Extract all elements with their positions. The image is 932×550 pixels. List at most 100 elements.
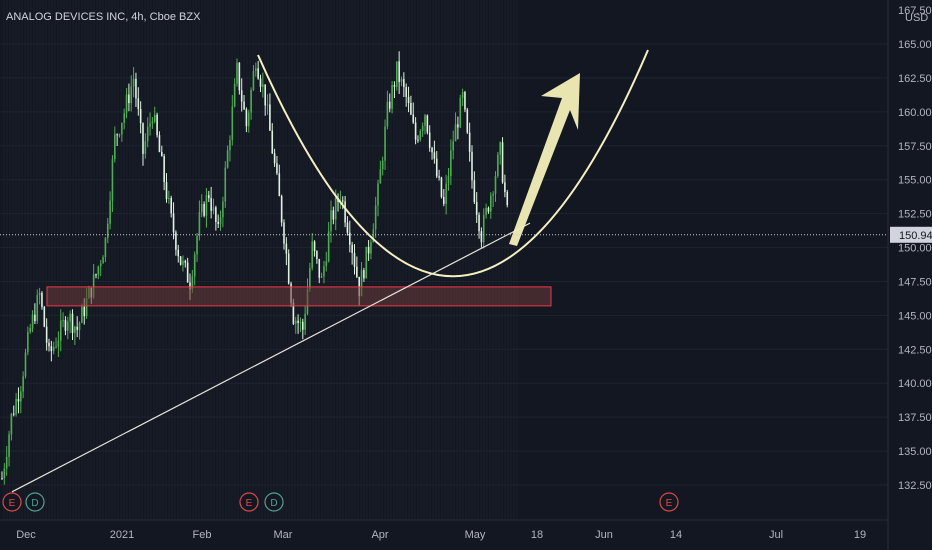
candle-body (64, 320, 67, 331)
price-tick-label: 135.00 (898, 446, 932, 458)
candle-body (224, 167, 227, 202)
candle-body (130, 86, 133, 104)
candle-body (349, 232, 351, 245)
candle-body (179, 256, 182, 265)
candle-body (243, 101, 245, 110)
candle-body (278, 173, 281, 197)
candle-body (398, 61, 400, 82)
price-tick-label: 160.00 (898, 107, 932, 119)
candle-body (226, 150, 229, 168)
dividend-event-icon[interactable]: D (264, 492, 284, 512)
candle-body (153, 114, 156, 122)
candle-body (428, 132, 431, 148)
candle-body (67, 321, 69, 331)
earnings-event-icon[interactable]: E (2, 492, 22, 512)
candle-body (471, 151, 473, 181)
candle-body (482, 215, 485, 243)
candle-body (168, 197, 170, 200)
price-tick-label: 142.50 (898, 344, 932, 356)
candle-body (78, 322, 81, 330)
candle-body (118, 134, 121, 136)
candle-body (257, 68, 259, 79)
candle-body (287, 253, 290, 284)
candle-body (233, 83, 236, 107)
candle-body (478, 214, 480, 232)
time-tick-label: 14 (670, 529, 682, 541)
up-arrow[interactable] (509, 73, 580, 246)
candle-body (419, 131, 422, 140)
candle-body (38, 292, 41, 296)
candle-body (269, 104, 271, 131)
candle-body (116, 134, 118, 136)
candle-body (494, 176, 497, 194)
candle-body (215, 207, 217, 222)
candle-body (163, 156, 165, 183)
candle-body (445, 183, 447, 204)
price-tick-label: 137.50 (898, 412, 932, 424)
candle-body (219, 217, 222, 224)
last-price-label: 150.94 (899, 230, 932, 242)
candle-body (146, 126, 149, 142)
candle-body (212, 207, 215, 211)
dividend-event-icon[interactable]: D (25, 492, 45, 512)
candle-body (435, 158, 438, 177)
candle-body (264, 84, 266, 106)
candle-body (139, 109, 142, 124)
candle-body (346, 222, 349, 233)
time-tick-label: Jun (595, 529, 613, 541)
candle-body (450, 150, 452, 177)
candle-body (22, 376, 24, 392)
price-tick-label: 147.50 (898, 276, 932, 288)
candle-body (5, 456, 8, 469)
trendline[interactable] (11, 222, 531, 493)
price-tick-label: 132.50 (898, 480, 932, 492)
candle-body (273, 153, 276, 164)
candle-body (92, 274, 95, 298)
support-zone[interactable] (46, 286, 552, 307)
candle-body (3, 468, 6, 479)
candle-body (424, 115, 426, 126)
candle-body (421, 125, 424, 132)
time-tick-label: 18 (531, 529, 543, 541)
currency-label: USD (905, 12, 928, 24)
candle-body (400, 79, 403, 82)
candle-body (149, 123, 151, 127)
time-tick-label: Dec (16, 529, 36, 541)
price-tick-label: 145.00 (898, 310, 932, 322)
candle-body (365, 246, 368, 279)
time-tick-label: Jul (769, 529, 783, 541)
candle-body (111, 159, 114, 201)
candle-body (81, 306, 83, 323)
candle-body (158, 135, 161, 152)
candle-body (414, 122, 417, 140)
drawings (0, 49, 888, 493)
candle-body (109, 200, 111, 224)
candle-body (231, 106, 234, 140)
candle-body (71, 313, 74, 333)
earnings-event-icon[interactable]: E (659, 492, 679, 512)
candle-body (222, 201, 224, 218)
candle-body (393, 85, 396, 87)
candle-body (379, 169, 382, 184)
candle-body (316, 251, 318, 259)
candle-body (24, 352, 27, 377)
price-tick-label: 157.50 (898, 141, 932, 153)
cup-curve[interactable] (257, 49, 649, 278)
candle-body (69, 313, 71, 322)
earnings-event-icon[interactable]: E (239, 492, 259, 512)
candle-body (31, 314, 34, 328)
event-label: D (270, 498, 277, 509)
candle-body (20, 391, 22, 402)
candle-body (499, 142, 501, 155)
time-tick-label: 2021 (110, 529, 134, 541)
candle-body (504, 182, 506, 192)
candle-body (299, 321, 302, 324)
candle-body (191, 276, 194, 290)
candle-body (313, 241, 316, 252)
candle-body (367, 246, 370, 254)
candle-body (351, 244, 353, 254)
candle-body (443, 197, 445, 204)
candle-body (311, 241, 313, 268)
